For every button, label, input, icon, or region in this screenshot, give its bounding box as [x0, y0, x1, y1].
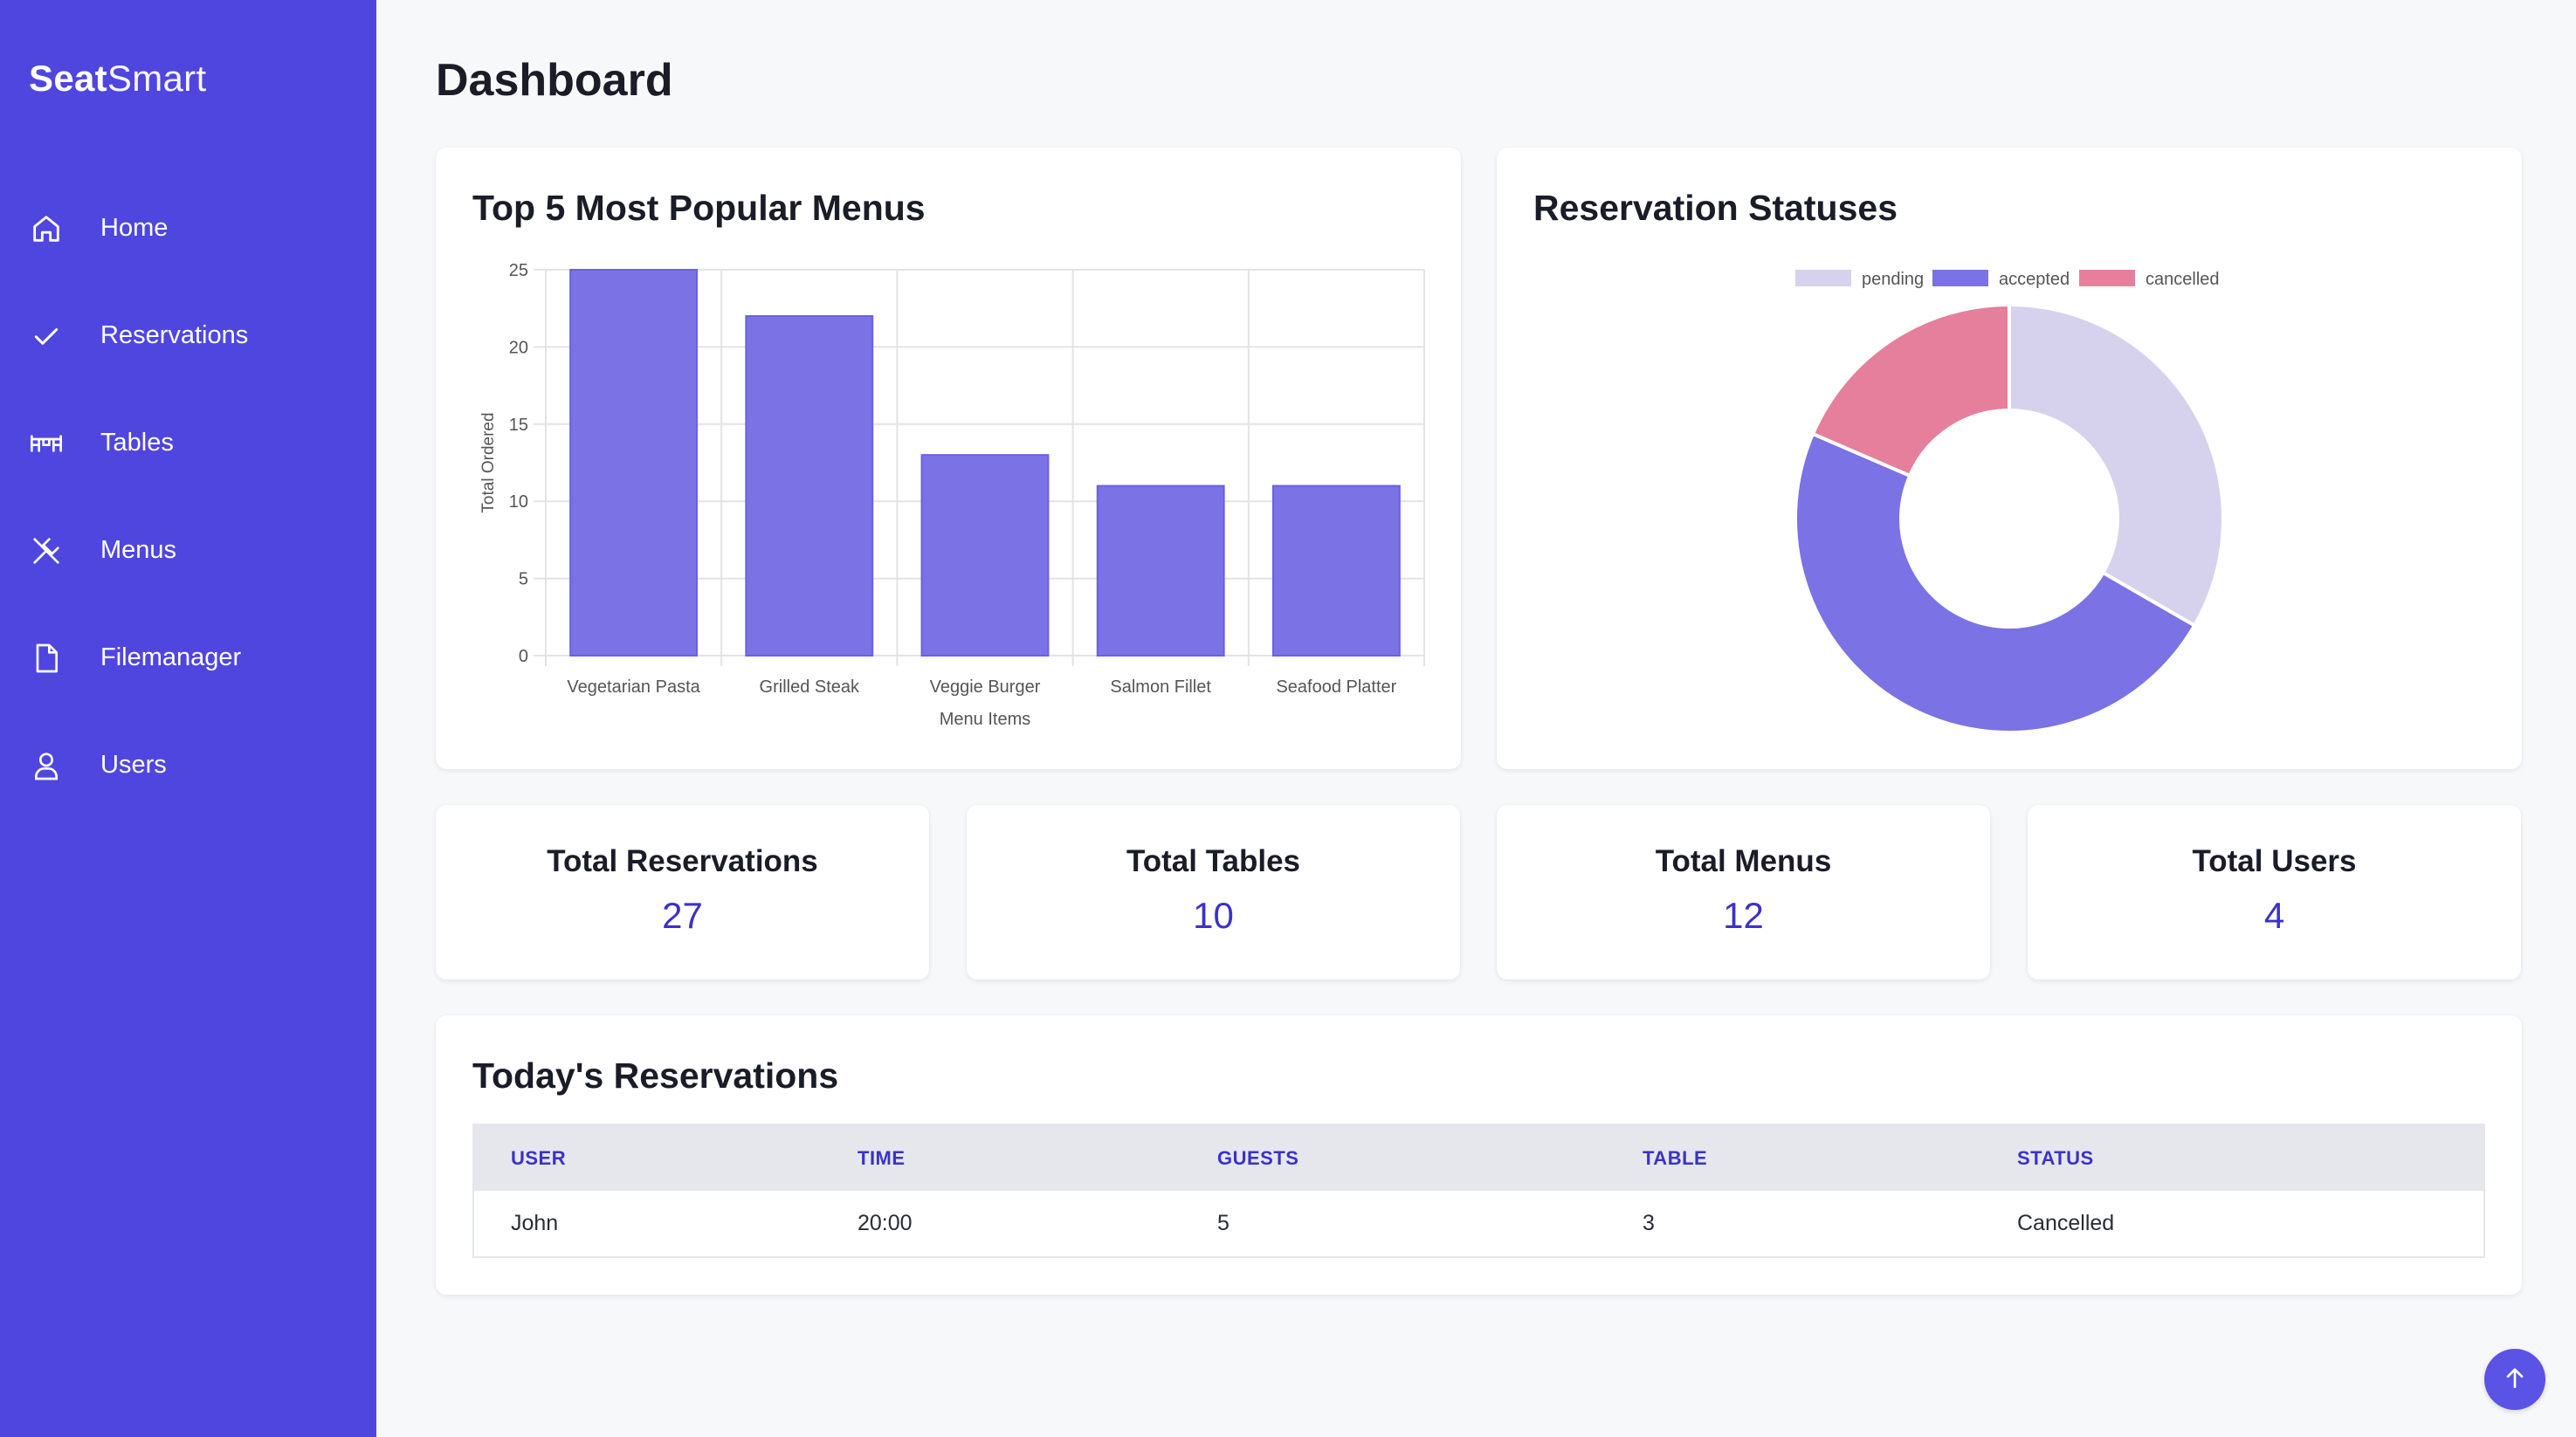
scroll-to-top-button[interactable] — [2484, 1349, 2545, 1410]
sidebar-item-users[interactable]: Users — [0, 712, 376, 819]
brand-logo[interactable]: SeatSmart — [29, 58, 206, 100]
legend-swatch[interactable] — [2079, 270, 2135, 286]
sidebar-item-label: Tables — [100, 429, 174, 457]
sidebar-item-label: Reservations — [100, 321, 249, 349]
brand-name-light: Smart — [107, 58, 207, 99]
stat-value: 27 — [662, 895, 703, 936]
table-icon — [29, 426, 64, 461]
popular-menus-card: Top 5 Most Popular Menus 0 5 10 15 20 25 Veget… — [436, 148, 1461, 769]
legend-label[interactable]: cancelled — [2146, 270, 2220, 289]
bar[interactable] — [569, 269, 699, 657]
sidebar-item-filemanager[interactable]: Filemanager — [0, 604, 376, 712]
y-tick-label: 10 — [509, 492, 528, 512]
todays-reservations-card: Today's Reservations USER TIME GUESTS TA… — [436, 1015, 2522, 1295]
user-icon — [29, 748, 64, 783]
sidebar-item-menus[interactable]: Menus — [0, 497, 376, 604]
legend-label[interactable]: accepted — [1999, 270, 2070, 289]
arrow-up-icon — [2501, 1364, 2529, 1396]
table-row: John 20:00 5 3 Cancelled — [473, 1191, 2484, 1257]
donut-slice-cancelled[interactable] — [1810, 302, 2011, 478]
sidebar-nav: Home Reservations Tables Menus Filemanag… — [0, 175, 376, 819]
legend-label[interactable]: pending — [1862, 270, 1924, 289]
stat-card-menus: Total Menus 12 — [1497, 805, 1990, 980]
bar[interactable] — [1096, 485, 1225, 657]
column-header-status: STATUS — [1980, 1124, 2484, 1191]
y-tick-label: 25 — [509, 261, 528, 280]
bar[interactable] — [920, 454, 1050, 657]
reservations-table: USER TIME GUESTS TABLE STATUS John 20:00… — [472, 1124, 2485, 1258]
bar[interactable] — [745, 315, 874, 657]
sidebar-item-label: Menus — [100, 536, 177, 564]
stat-card-users: Total Users 4 — [2028, 805, 2521, 980]
column-header-user: USER — [473, 1124, 821, 1191]
reservation-statuses-card: Reservation Statuses pending accepted canc… — [1497, 148, 2522, 769]
sidebar: SeatSmart Home Reservations Tables Menus — [0, 0, 376, 1437]
file-icon — [29, 641, 64, 676]
x-tick-label: Seafood Platter — [1276, 677, 1396, 697]
stat-card-reservations: Total Reservations 27 — [436, 805, 929, 980]
cell-guests: 5 — [1217, 1211, 1229, 1235]
x-tick-label: Salmon Fillet — [1110, 677, 1211, 697]
stat-label: Total Tables — [1126, 844, 1300, 878]
reservation-statuses-title: Reservation Statuses — [1533, 188, 1898, 228]
stat-label: Total Menus — [1655, 844, 1832, 878]
popular-menus-title: Top 5 Most Popular Menus — [472, 188, 926, 228]
sidebar-item-reservations[interactable]: Reservations — [0, 282, 376, 389]
x-axis-label: Menu Items — [940, 710, 1030, 729]
table-header-row: USER TIME GUESTS TABLE STATUS — [473, 1124, 2484, 1191]
x-tick-label: Veggie Burger — [930, 677, 1041, 697]
column-header-table: TABLE — [1606, 1124, 1980, 1191]
popular-menus-bar-chart: 0 5 10 15 20 25 Vegetarian Pasta Grilled Steak V… — [479, 261, 1425, 729]
stat-value: 4 — [2263, 895, 2285, 936]
y-tick-label: 20 — [509, 338, 528, 357]
y-tick-label: 0 — [519, 647, 528, 666]
brand-name-strong: Seat — [29, 58, 107, 99]
stat-card-tables: Total Tables 10 — [967, 805, 1460, 980]
home-icon — [29, 211, 64, 246]
column-header-guests: GUESTS — [1181, 1124, 1606, 1191]
stat-value: 12 — [1723, 895, 1764, 936]
legend-swatch[interactable] — [1932, 270, 1988, 286]
x-tick-label: Vegetarian Pasta — [567, 677, 700, 697]
y-tick-label: 5 — [519, 570, 528, 589]
cell-status: Cancelled — [2017, 1211, 2115, 1235]
reservation-statuses-donut-chart: pending accepted cancelled — [1794, 270, 2225, 734]
stat-label: Total Reservations — [547, 844, 818, 878]
todays-reservations-title: Today's Reservations — [472, 1055, 839, 1096]
sidebar-item-label: Filemanager — [100, 643, 242, 671]
stat-value: 10 — [1193, 895, 1234, 936]
stat-label: Total Users — [2192, 844, 2357, 878]
y-axis-label: Total Ordered — [479, 412, 498, 512]
utensils-icon — [29, 533, 64, 568]
legend-swatch[interactable] — [1795, 270, 1851, 286]
sidebar-item-tables[interactable]: Tables — [0, 389, 376, 497]
sidebar-item-home[interactable]: Home — [0, 175, 376, 282]
check-icon — [29, 319, 64, 354]
cell-time: 20:00 — [858, 1211, 913, 1235]
page-title: Dashboard — [436, 55, 673, 106]
donut-slice-accepted[interactable] — [1794, 431, 2197, 734]
sidebar-item-label: Home — [100, 214, 169, 242]
bar[interactable] — [1271, 485, 1401, 657]
sidebar-item-label: Users — [100, 751, 167, 779]
cell-user: John — [511, 1211, 559, 1235]
x-tick-label: Grilled Steak — [760, 677, 860, 697]
cell-table: 3 — [1643, 1211, 1655, 1235]
donut-slice-pending[interactable] — [2008, 302, 2225, 629]
column-header-time: TIME — [821, 1124, 1181, 1191]
y-tick-label: 15 — [509, 416, 528, 435]
